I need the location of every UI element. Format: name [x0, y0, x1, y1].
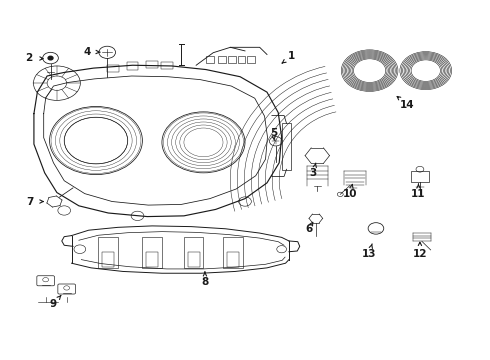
Bar — [247, 55, 255, 63]
Circle shape — [48, 56, 53, 60]
Bar — [184, 237, 203, 268]
Bar — [227, 252, 239, 267]
Text: 4: 4 — [84, 46, 91, 57]
Text: 5: 5 — [270, 129, 277, 138]
Bar — [107, 65, 119, 72]
Text: 6: 6 — [305, 225, 312, 234]
Bar — [411, 171, 429, 182]
Text: 2: 2 — [25, 53, 33, 63]
Bar — [223, 237, 243, 268]
Text: 14: 14 — [400, 100, 415, 110]
Bar — [218, 55, 226, 63]
Bar — [206, 55, 214, 63]
Text: 7: 7 — [26, 197, 34, 207]
Text: 8: 8 — [201, 277, 209, 287]
Text: 11: 11 — [411, 189, 426, 199]
Text: 9: 9 — [50, 299, 57, 309]
Bar — [147, 61, 158, 68]
Bar — [282, 123, 292, 170]
Text: 13: 13 — [362, 248, 376, 258]
Text: 12: 12 — [413, 248, 427, 258]
Text: 10: 10 — [343, 189, 357, 199]
Bar — [143, 237, 162, 268]
Bar — [161, 62, 172, 69]
Bar — [228, 55, 236, 63]
Bar — [127, 62, 139, 69]
Text: 3: 3 — [310, 168, 317, 178]
Bar — [188, 252, 199, 267]
Bar — [98, 237, 118, 268]
Bar — [147, 252, 158, 267]
Bar — [102, 252, 114, 267]
Text: 1: 1 — [288, 51, 295, 61]
Bar — [238, 55, 245, 63]
